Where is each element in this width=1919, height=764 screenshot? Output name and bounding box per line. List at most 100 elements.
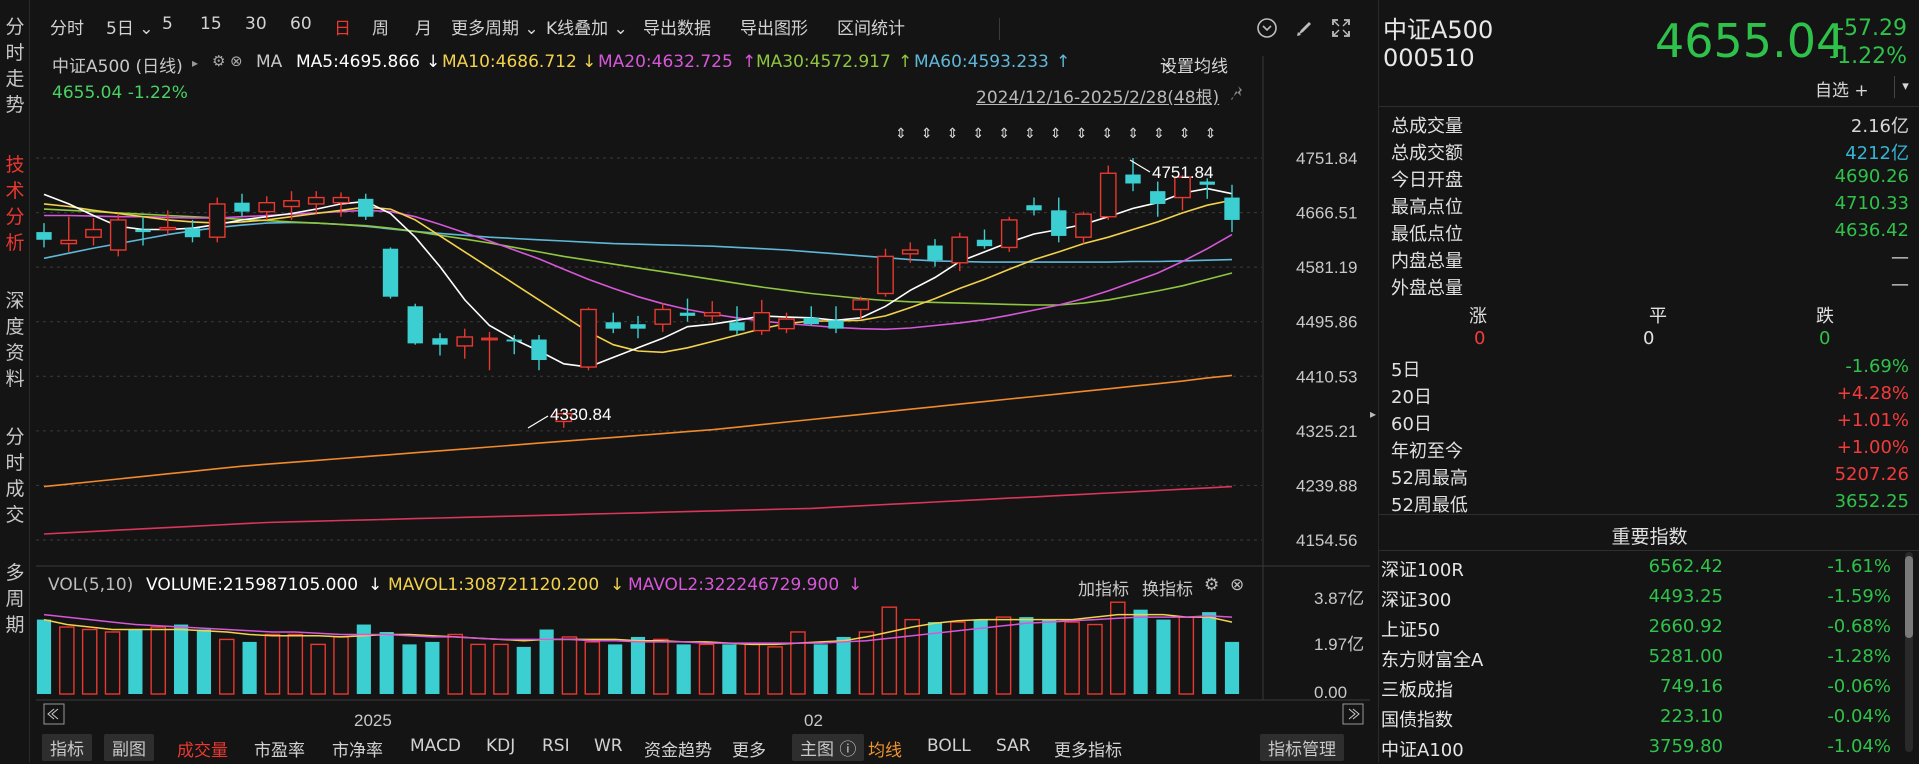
add-indicator-button[interactable]: 加指标 (1078, 580, 1129, 600)
indicator-manage-button[interactable]: 指标管理 (1260, 734, 1344, 761)
panel-collapse-icon[interactable]: ▸ (1370, 407, 1376, 421)
index-change-pct: -0.06% (1827, 676, 1891, 697)
indicator-close-icon[interactable]: ⊗ (1230, 575, 1245, 595)
index-change-pct: -1.59% (1827, 586, 1891, 607)
index-row[interactable]: 深证300 4493.25 -1.59% (1381, 586, 1897, 614)
volume-bar-up (561, 636, 578, 695)
volume-indicator[interactable]: 成交量 (177, 741, 228, 761)
index-row[interactable]: 中证A100 3759.80 -1.04% (1381, 736, 1897, 764)
price-change-pct: -1.22% (1829, 44, 1907, 69)
wr-indicator[interactable]: WR (594, 736, 623, 756)
draw-pen-icon[interactable] (1293, 16, 1317, 40)
event-marker-icon: ⇕ (895, 126, 907, 142)
watchlist-dropdown-icon[interactable]: ▾ (1894, 76, 1916, 98)
ma60-arrow: ↑ (1056, 52, 1071, 72)
scroll-right-icon[interactable] (1342, 703, 1364, 725)
period-5day[interactable]: 5日 ⌄ (106, 19, 154, 39)
event-marker-icon: ⇕ (1102, 126, 1114, 142)
index-change-pct: -0.68% (1827, 616, 1891, 637)
volume-bar-up (881, 606, 898, 695)
period-30min[interactable]: 30 (245, 14, 267, 34)
candle-body-down (531, 339, 547, 361)
main-chart-tab[interactable]: 主图 ⓘ (792, 734, 865, 761)
switch-indicator-button[interactable]: 换指标 (1142, 580, 1193, 600)
volume-bar-up (150, 626, 167, 695)
date-range-label[interactable]: 2024/12/16-2025/2/28(48根) (976, 88, 1220, 108)
fund-trend-indicator[interactable]: 资金趋势 (644, 741, 712, 761)
tab-intraday[interactable]: 分时走势 (5, 16, 25, 116)
y-tick-label: 4410.53 (1296, 367, 1357, 386)
period-5min[interactable]: 5 (162, 14, 173, 34)
volume-bar-down (516, 646, 531, 694)
period-day[interactable]: 日 (334, 19, 351, 39)
tab-technical[interactable]: 技术分析 (5, 154, 25, 254)
volume-bar-down (1133, 609, 1148, 694)
add-watchlist-button[interactable]: 自选 + (1815, 81, 1869, 101)
pb-ratio-indicator[interactable]: 市净率 (332, 741, 383, 761)
index-row[interactable]: 深证100R 6562.42 -1.61% (1381, 556, 1897, 584)
period-60min[interactable]: 60 (290, 14, 312, 34)
more-periods-dropdown[interactable]: 更多周期 ⌄ (451, 19, 539, 39)
indices-scrollbar-thumb[interactable] (1905, 556, 1913, 638)
tab-depth-info[interactable]: 深度资料 (5, 290, 25, 390)
perf-label: 52周最低 (1391, 495, 1468, 516)
export-data-button[interactable]: 导出数据 (643, 19, 711, 39)
period-intraday[interactable]: 分时 (50, 19, 84, 39)
indicator-settings-icon[interactable]: ⚙ (1204, 575, 1220, 595)
index-row[interactable]: 三板成指 749.16 -0.06% (1381, 676, 1897, 704)
candle-body-down (1026, 205, 1042, 211)
volume-bar-up (950, 621, 966, 695)
ma120-line (43, 374, 1233, 488)
event-marker-icon: ⇕ (947, 126, 959, 142)
period-15min[interactable]: 15 (200, 14, 222, 34)
perf-label: 年初至今 (1391, 441, 1463, 462)
pe-ratio-indicator[interactable]: 市盈率 (254, 741, 305, 761)
sar-indicator[interactable]: SAR (996, 736, 1031, 756)
period-month[interactable]: 月 (415, 19, 432, 39)
tab-multi-period[interactable]: 多周期 (5, 562, 25, 636)
export-chart-button[interactable]: 导出图形 (740, 19, 808, 39)
kline-overlay-dropdown[interactable]: K线叠加 ⌄ (546, 19, 628, 39)
volume-bar-down (1156, 619, 1171, 694)
kdj-indicator[interactable]: KDJ (486, 736, 516, 756)
volume-bar-up (584, 641, 601, 695)
breadth-down-label: 跌 (1816, 306, 1834, 327)
macd-indicator[interactable]: MACD (410, 736, 461, 756)
collapse-circle-icon[interactable] (1255, 16, 1279, 40)
range-stats-button[interactable]: 区间统计 (837, 19, 905, 39)
sub-chart-tab[interactable]: 副图 (104, 734, 154, 761)
quote-label: 总成交额 (1391, 143, 1463, 164)
boll-indicator[interactable]: BOLL (927, 736, 971, 756)
period-week[interactable]: 周 (372, 19, 389, 39)
index-row[interactable]: 上证50 2660.92 -0.68% (1381, 616, 1897, 644)
event-marker-icon: ⇕ (1050, 126, 1062, 142)
ma20-arrow: ↑ (742, 52, 757, 72)
indices-scrollbar[interactable] (1905, 552, 1913, 752)
candle-body-down (1051, 210, 1067, 236)
index-row[interactable]: 东方财富全A 5281.00 -1.28% (1381, 646, 1897, 674)
more-indicators-link[interactable]: 更多 (732, 741, 766, 761)
expand-arrow-icon[interactable]: ▸ (192, 56, 199, 70)
event-marker-icon: ⇕ (1205, 126, 1217, 142)
index-row[interactable]: 国债指数 223.10 -0.04% (1381, 706, 1897, 734)
ma-indicator[interactable]: 均线 (868, 741, 902, 761)
mavol2-line (43, 613, 1233, 644)
kline-chart[interactable]: 4751.84 4666.51 4581.19 4495.86 4410.53 4325.… (0, 0, 1378, 762)
indicator-tab[interactable]: 指标 (42, 734, 92, 761)
settings-gear-icon[interactable]: ⚙ (212, 52, 226, 70)
volume-bar-up (447, 633, 464, 695)
scroll-left-icon[interactable] (43, 703, 65, 725)
close-icon[interactable]: ⊗ (230, 52, 243, 70)
fullscreen-icon[interactable] (1329, 16, 1353, 40)
candle-body-up (580, 308, 597, 368)
low-annotation: 4330.84 (550, 405, 611, 424)
rsi-indicator[interactable]: RSI (542, 736, 570, 756)
candle-body-down (976, 239, 993, 247)
x-label-feb: 02 (804, 711, 823, 730)
set-ma-dropdown[interactable]: 设置均线 ⌄ (1160, 52, 1228, 77)
tab-intraday-trades[interactable]: 分时成交 (5, 426, 25, 526)
perf-row: 52周最低 3652.25 (1391, 491, 1909, 517)
ma30-value: MA30:4572.917 (756, 52, 891, 72)
more-main-indicators[interactable]: 更多指标 (1054, 741, 1122, 761)
pin-icon[interactable] (1228, 84, 1248, 104)
